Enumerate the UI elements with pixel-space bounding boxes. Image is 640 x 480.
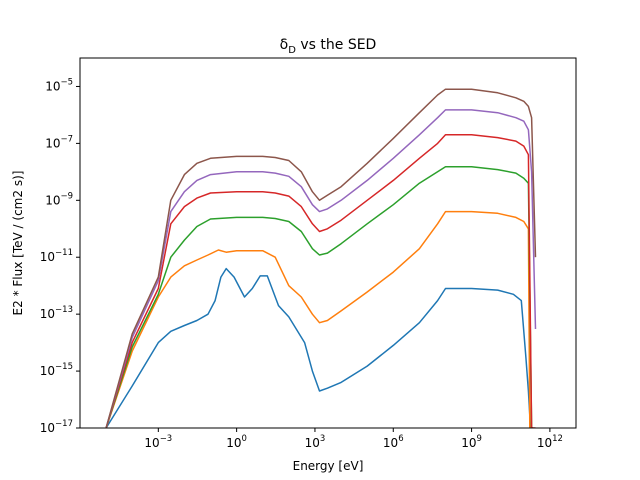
x-tick-label: 109	[461, 434, 482, 450]
y-tick-label: 10−11	[40, 248, 73, 264]
y-tick-label: 10−5	[45, 77, 73, 93]
plot-frame	[79, 57, 577, 429]
y-axis: 10−17 10−15 10−13 10−11 10−9 10−7 10−5	[40, 77, 80, 435]
y-tick-label: 10−9	[45, 191, 73, 207]
x-tick-label: 1012	[537, 434, 563, 450]
x-tick-label: 10−3	[144, 434, 172, 450]
x-tick-label: 100	[226, 434, 247, 450]
chart-title: δD vs the SED	[280, 37, 377, 56]
series-line-2	[105, 210, 532, 428]
series-layer	[105, 88, 537, 428]
series-line-4	[105, 134, 536, 428]
y-tick-label: 10−15	[40, 362, 73, 378]
series-line-6	[105, 88, 537, 428]
y-tick-label: 10−7	[45, 134, 73, 150]
series-line-1	[105, 267, 533, 428]
x-tick-label: 103	[305, 434, 326, 450]
y-tick-label: 10−13	[40, 305, 73, 321]
x-axis: 10−3 100 103 106 109 1012	[144, 428, 563, 450]
x-tick-label: 106	[383, 434, 404, 450]
y-axis-label: E2 * Flux [TeV / (cm2 s)]	[11, 171, 25, 316]
series-line-5	[105, 109, 537, 428]
series-line-3	[105, 166, 534, 428]
y-tick-label: 10−17	[40, 419, 73, 435]
x-axis-label: Energy [eV]	[293, 459, 364, 473]
